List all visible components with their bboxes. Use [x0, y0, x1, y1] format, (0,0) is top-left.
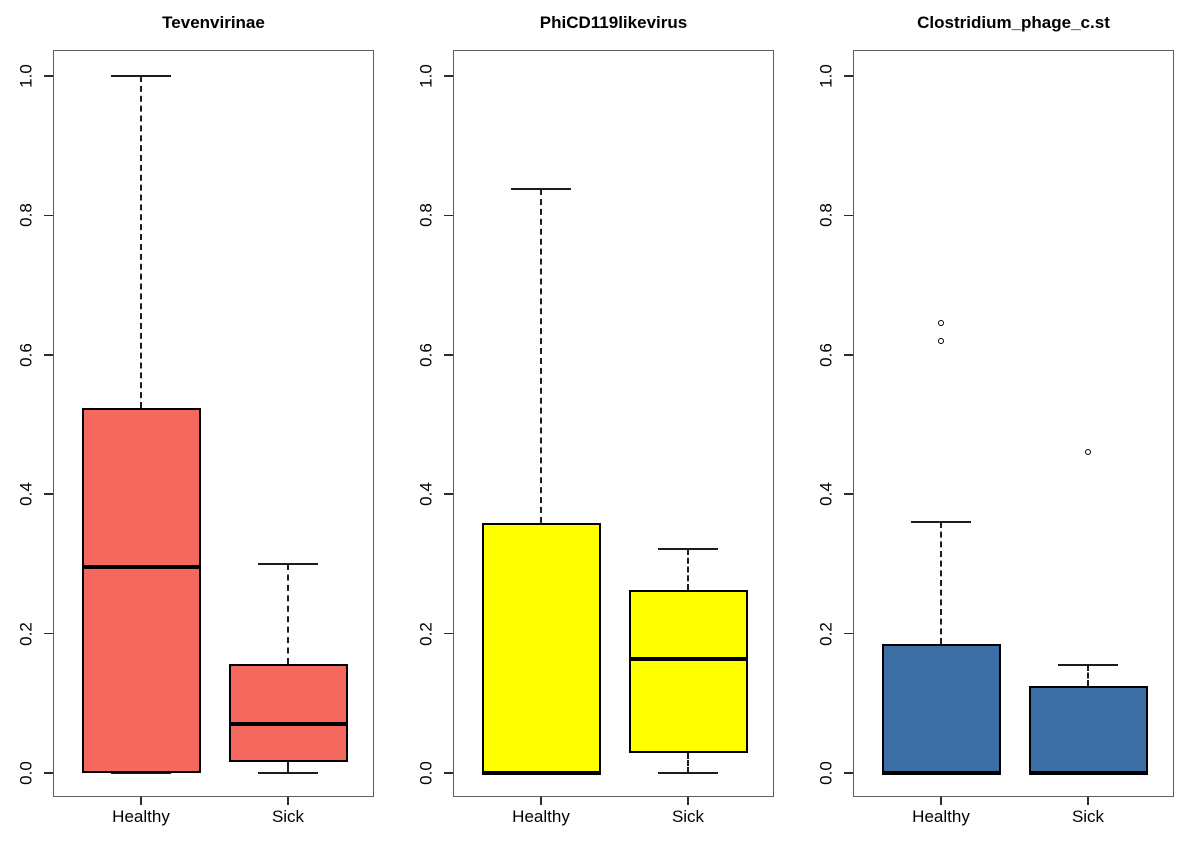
- lower-whisker-cap: [111, 772, 171, 774]
- y-axis-tick-label: 0.2: [416, 621, 436, 646]
- y-axis-tick-label: 0.0: [416, 761, 436, 785]
- outlier-point: [938, 320, 944, 327]
- y-axis-tick: [44, 772, 53, 774]
- y-axis-tick-label: 0.0: [816, 761, 836, 785]
- x-axis-tick: [940, 797, 942, 805]
- box-iqr: [628, 589, 748, 754]
- y-axis-tick: [44, 75, 53, 77]
- upper-whisker-line: [687, 548, 689, 590]
- lower-whisker-cap: [658, 772, 718, 774]
- y-axis-tick-label: 0.4: [416, 482, 436, 507]
- y-axis-tick: [444, 493, 453, 495]
- median-line: [81, 565, 201, 570]
- x-axis-tick: [540, 797, 542, 805]
- box-iqr: [1028, 685, 1148, 773]
- upper-whisker-line: [540, 188, 542, 524]
- box-iqr: [228, 664, 348, 762]
- y-axis-tick-label: 1.0: [816, 64, 836, 88]
- plot-area: 0.0 0.2 0.4 0.6 0.8 1.0 Healthy Sick: [417, 50, 774, 826]
- lower-whisker-cap: [258, 772, 318, 774]
- y-axis-tick-label: 0.6: [816, 342, 836, 367]
- upper-whisker-cap: [1058, 663, 1118, 666]
- median-line: [1028, 771, 1148, 775]
- panel-clostridium-phage: Clostridium_phage_c.st 0.0 0.2 0.4 0.6 0.8 1.…: [800, 0, 1200, 865]
- panel-phicd119likevirus: PhiCD119likevirus 0.0 0.2 0.4 0.6 0.8 1.0 Heal…: [400, 0, 800, 865]
- upper-whisker-cap: [511, 187, 571, 190]
- y-axis-tick: [844, 354, 853, 356]
- y-axis-tick: [844, 772, 853, 774]
- y-axis-tick: [44, 214, 53, 217]
- upper-whisker-line: [140, 76, 142, 409]
- box-iqr: [481, 523, 601, 773]
- y-axis-tick-label: 0.8: [16, 203, 36, 228]
- y-axis-tick-label: 0.2: [16, 621, 36, 646]
- plot-area: 0.0 0.2 0.4 0.6 0.8 1.0 Healthy Sick: [817, 50, 1174, 826]
- upper-whisker-line: [1087, 664, 1089, 686]
- x-axis-tick: [1087, 797, 1089, 805]
- y-axis-tick: [444, 632, 453, 635]
- panel-title: Clostridium_phage_c.st: [917, 13, 1110, 32]
- y-axis-tick: [44, 493, 53, 495]
- upper-whisker-cap: [658, 547, 718, 550]
- x-axis-category-label: Healthy: [512, 807, 570, 826]
- x-axis-category-label: Sick: [1071, 807, 1105, 826]
- y-axis-tick: [844, 632, 853, 635]
- box-iqr: [881, 644, 1001, 773]
- upper-whisker-cap: [911, 521, 971, 524]
- y-axis-tick-label: 0.0: [16, 761, 36, 785]
- upper-whisker-line: [287, 563, 289, 665]
- y-axis-tick-label: 0.6: [16, 342, 36, 367]
- y-axis-tick: [844, 75, 853, 77]
- y-axis-tick: [444, 772, 453, 774]
- x-axis-category-label: Healthy: [912, 807, 970, 826]
- y-axis-tick-label: 0.6: [416, 342, 436, 367]
- y-axis-tick-label: 0.4: [816, 482, 836, 507]
- panel-tevenvirinae: Tevenvirinae 0.0 0.2 0.4 0.6 0.8 1.0 Healthy Si…: [0, 0, 400, 865]
- upper-whisker-cap: [258, 562, 318, 565]
- y-axis-tick-label: 0.2: [816, 621, 836, 646]
- median-line: [228, 722, 348, 727]
- y-axis-tick-label: 0.8: [416, 203, 436, 228]
- y-axis-tick: [444, 75, 453, 77]
- panel-title: Tevenvirinae: [162, 13, 265, 32]
- y-axis-tick-label: 1.0: [416, 64, 436, 88]
- x-axis-category-label: Sick: [271, 807, 305, 826]
- y-axis-tick-label: 0.4: [16, 482, 36, 507]
- y-axis-tick: [844, 493, 853, 495]
- x-axis-tick: [287, 797, 289, 805]
- y-axis-tick-label: 1.0: [16, 64, 36, 88]
- plot-area: 0.0 0.2 0.4 0.6 0.8 1.0 Healthy Sick: [17, 50, 374, 826]
- y-axis-tick: [844, 214, 853, 217]
- x-axis-category-label: Sick: [671, 807, 705, 826]
- y-axis-tick: [444, 214, 453, 217]
- outlier-point: [1085, 449, 1091, 456]
- panel-title: PhiCD119likevirus: [539, 13, 688, 32]
- outlier-point: [938, 337, 944, 344]
- upper-whisker-cap: [111, 75, 171, 77]
- y-axis-tick-label: 0.8: [816, 203, 836, 228]
- lower-whisker-line: [287, 761, 289, 773]
- x-axis-tick: [140, 797, 142, 805]
- lower-whisker-line: [687, 753, 689, 773]
- y-axis-tick: [44, 632, 53, 635]
- median-line: [481, 771, 601, 775]
- x-axis-category-label: Healthy: [112, 807, 170, 826]
- y-axis-tick: [44, 354, 53, 356]
- box-iqr: [81, 408, 201, 773]
- x-axis-tick: [687, 797, 689, 805]
- y-axis-tick: [444, 354, 453, 356]
- median-line: [628, 657, 748, 662]
- median-line: [881, 771, 1001, 775]
- upper-whisker-line: [940, 522, 942, 645]
